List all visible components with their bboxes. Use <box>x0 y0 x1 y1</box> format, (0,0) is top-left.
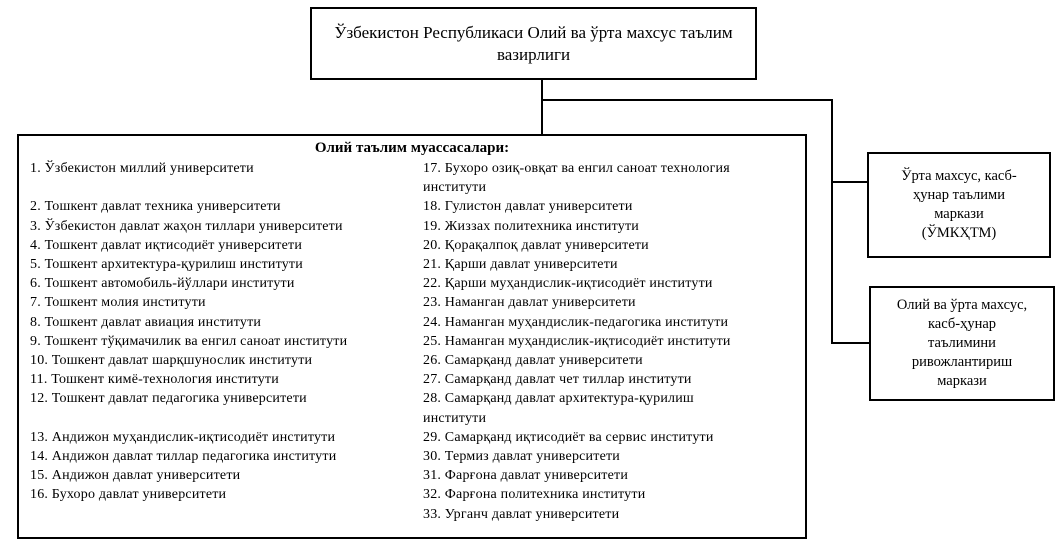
list-row: 6. Тошкент автомобиль-йўллари институти <box>30 276 295 292</box>
development-center-text-line: таълимини <box>928 335 996 351</box>
list-row: 7. Тошкент молия институти <box>30 295 206 311</box>
list-row: 5. Тошкент архитектура-қурилиш институти <box>30 257 303 273</box>
list-row: 11. Тошкент кимё-технология институти <box>30 372 279 388</box>
list-row: 19. Жиззах политехника институти <box>423 218 639 234</box>
list-row: 28. Самарқанд давлат архитектура-қурилиш <box>423 391 694 407</box>
vocational-center-text-line: ҳунар таълими <box>913 187 1005 203</box>
ministry-box: Ўзбекистон Республикаси Олий ва ўрта мах… <box>310 7 757 80</box>
ministry-box-text-line: вазирлиги <box>496 44 571 64</box>
list-row: 2. Тошкент давлат техника университети <box>30 199 281 215</box>
list-row: 24. Наманган муҳандислик-педагогика инст… <box>423 314 729 330</box>
list-row: институти <box>423 180 487 196</box>
list-row: 25. Наманган муҳандислик-иқтисодиёт инст… <box>423 333 731 349</box>
list-row: 27. Самарқанд давлат чет тиллар институт… <box>423 372 692 388</box>
higher-ed-title: Олий таълим муассасалари: <box>314 140 510 156</box>
list-row: 10. Тошкент давлат шарқшунослик институт… <box>30 353 313 369</box>
connector-to-vocational-center <box>831 181 867 183</box>
list-row: 26. Самарқанд давлат университети <box>423 353 643 369</box>
list-row: 18. Гулистон давлат университети <box>423 199 633 215</box>
connector-to-development-center <box>831 342 869 344</box>
list-row: 17. Бухоро озиқ-овқат ва енгил саноат те… <box>423 161 730 176</box>
development-center-text-line: касб-ҳунар <box>927 316 997 332</box>
development-center-text-line: ривожлантириш <box>911 354 1013 370</box>
list-row: 14. Андижон давлат тиллар педагогика инс… <box>30 449 337 465</box>
connector-horizontal-branch <box>541 99 833 101</box>
list-row: 21. Қарши давлат университети <box>423 257 618 273</box>
list-row: 16. Бухоро давлат университети <box>30 487 227 503</box>
higher-ed-left-column: 1. Ўзбекистон миллий университети 2. Тош… <box>30 159 422 505</box>
list-row: 33. Урганч давлат университети <box>423 506 620 522</box>
list-row: 23. Наманган давлат университети <box>423 295 636 311</box>
list-row: 12. Тошкент давлат педагогика университе… <box>30 391 307 407</box>
list-row: 1. Ўзбекистон миллий университети <box>30 161 254 176</box>
list-row: 20. Қорақалпоқ давлат университети <box>423 237 649 253</box>
vocational-center-box: Ўрта махсус, касб-ҳунар таълими маркази (Ў… <box>867 152 1051 258</box>
connector-ministry-to-higher-ed <box>541 80 543 136</box>
list-row <box>30 178 422 197</box>
list-row: 29. Самарқанд иқтисодиёт ва сервис инсти… <box>423 429 714 445</box>
connector-vertical-trunk <box>831 99 833 344</box>
list-row: 32. Фарғона политехника институти <box>423 487 646 503</box>
vocational-center-text-line: (ЎМКҲТМ) <box>921 225 997 241</box>
list-row: 31. Фарғона давлат университети <box>423 468 629 484</box>
list-row <box>30 409 422 428</box>
vocational-center-text-line: маркази <box>934 206 984 222</box>
development-center-text-line: Олий ва ўрта махсус, <box>896 297 1028 313</box>
development-center-box: Олий ва ўрта махсус, касб-ҳунар таълимини р… <box>869 286 1055 401</box>
vocational-center-text-line: Ўрта махсус, касб- <box>901 168 1017 184</box>
list-row: 4. Тошкент давлат иқтисодиёт университет… <box>30 237 303 253</box>
list-row: 30. Термиз давлат университети <box>423 449 620 465</box>
list-row: 9. Тошкент тўқимачилик ва енгил саноат и… <box>30 333 348 349</box>
list-row: 8. Тошкент давлат авиация институти <box>30 314 262 330</box>
ministry-box-text-line: Ўзбекистон Республикаси Олий ва ўрта мах… <box>334 22 733 42</box>
list-row: 15. Андижон давлат университети <box>30 468 241 484</box>
higher-ed-right-column: 17. Бухоро озиқ-овқат ва енгил саноат те… <box>423 159 803 524</box>
higher-ed-box: Олий таълим муассасалари: 1. Ўзбекистон … <box>17 134 807 539</box>
development-center-text-line: маркази <box>937 373 987 389</box>
list-row: 13. Андижон муҳандислик-иқтисодиёт инсти… <box>30 429 336 445</box>
list-row: 3. Ўзбекистон давлат жаҳон тиллари униве… <box>30 218 343 234</box>
list-row: институти <box>423 410 487 426</box>
list-row: 22. Қарши муҳандислик-иқтисодиёт институ… <box>423 276 713 292</box>
